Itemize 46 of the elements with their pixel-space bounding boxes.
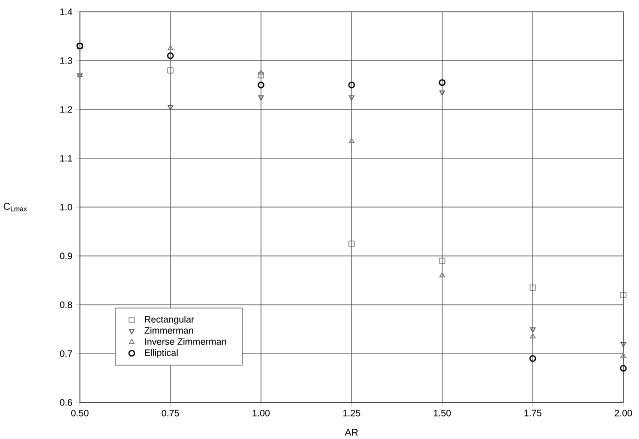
point <box>529 355 536 362</box>
x-tick-label: 1.50 <box>434 410 451 416</box>
x-tick-label: 2.00 <box>614 410 632 416</box>
point <box>439 90 445 96</box>
point <box>530 284 536 291</box>
y-tick-label: 1.1 <box>60 155 72 162</box>
x-tick-label: 0.50 <box>71 410 88 416</box>
y-tick-label: 1.3 <box>60 57 72 64</box>
point <box>438 79 446 86</box>
x-tick-label: 1.25 <box>343 410 360 416</box>
x-tick-label: 1.00 <box>252 410 270 416</box>
legend-label: Rectangular <box>145 316 194 325</box>
x-axis-title: AR <box>344 428 358 436</box>
point <box>258 95 264 100</box>
y-tick-label: 1.4 <box>60 8 72 15</box>
y-tick-label: 1.2 <box>60 106 72 113</box>
point <box>258 72 264 78</box>
point <box>620 352 626 358</box>
point <box>168 45 174 50</box>
x-tick-label: 0.75 <box>162 410 180 416</box>
point <box>620 292 626 298</box>
point <box>348 95 354 100</box>
y-tick-label: 0.9 <box>60 252 72 260</box>
y-axis-title: C$_{Lmax}$ <box>4 202 27 212</box>
point <box>620 364 627 372</box>
point <box>530 327 536 332</box>
point <box>530 333 536 338</box>
y-tick-label: 0.6 <box>60 399 72 406</box>
y-tick-label: 1.0 <box>60 204 72 210</box>
point <box>167 52 174 60</box>
point <box>168 67 174 74</box>
point <box>258 70 264 75</box>
point <box>620 342 626 348</box>
legend-label: Zimmerman <box>144 327 194 334</box>
y-tick-label: 0.8 <box>60 302 72 308</box>
point <box>168 105 174 110</box>
point <box>348 138 354 144</box>
point <box>348 82 355 88</box>
y-tick-label: 0.7 <box>60 350 72 357</box>
point <box>439 258 446 264</box>
legend-label: Inverse Zimmerman <box>145 338 226 345</box>
point <box>439 272 445 278</box>
point <box>348 240 355 247</box>
x-tick-label: 1.75 <box>524 410 542 416</box>
point <box>258 82 264 88</box>
legend-label: Elliptical <box>145 349 178 358</box>
